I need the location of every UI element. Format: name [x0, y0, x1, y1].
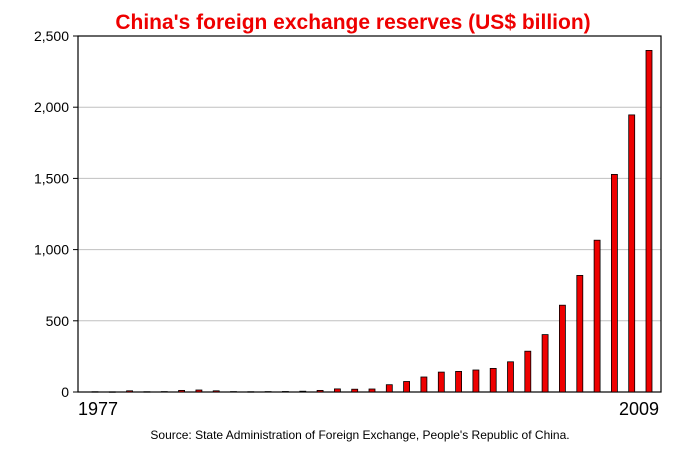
- bar-1980: [143, 391, 151, 393]
- bar-1992: [351, 388, 359, 393]
- bar-2003: [541, 334, 549, 393]
- bar-1983: [195, 389, 203, 393]
- bar-1989: [299, 390, 307, 393]
- bar-2001: [507, 361, 514, 393]
- bar-2000: [489, 367, 497, 393]
- source-note: Source: State Administration of Foreign …: [150, 428, 569, 442]
- chart-title: China's foreign exchange reserves (US$ b…: [115, 11, 590, 34]
- bar-1982: [178, 389, 186, 393]
- bar-1981: [160, 391, 168, 393]
- bar-1985: [230, 391, 237, 393]
- bar-1978: [108, 391, 116, 393]
- bar-1993: [368, 388, 376, 393]
- bar-1998: [455, 370, 463, 393]
- bar-1988: [281, 391, 289, 393]
- x-axis-first-label: 1977: [78, 399, 118, 419]
- plot-frame: [77, 35, 662, 393]
- bar-1996: [420, 376, 428, 393]
- bar-2002: [524, 350, 532, 393]
- y-tick-label: 2,000: [34, 99, 69, 115]
- bar-1995: [403, 381, 411, 393]
- bar-1991: [333, 388, 341, 393]
- bar-1990: [316, 389, 324, 393]
- y-tick-label: 1,500: [34, 170, 69, 186]
- bar-2007: [611, 173, 618, 393]
- y-tick-label: 500: [46, 313, 70, 329]
- y-tick-label: 1,000: [34, 242, 69, 258]
- bar-1987: [264, 391, 272, 393]
- bars: [91, 50, 653, 393]
- bar-1986: [247, 391, 255, 393]
- grid-lines: [78, 106, 661, 322]
- bar-1999: [472, 369, 480, 393]
- bar-2005: [576, 274, 584, 393]
- bar-1994: [385, 384, 393, 393]
- y-axis-ticks: 0 500 1,000 1,500 2,000 2,500: [34, 28, 78, 400]
- bar-1979: [126, 390, 133, 393]
- bar-1977: [91, 391, 99, 393]
- bar-2008: [628, 114, 636, 393]
- y-tick-label: 2,500: [34, 28, 69, 44]
- y-tick-label: 0: [61, 384, 69, 400]
- bar-1984: [212, 390, 220, 393]
- bar-2006: [593, 239, 601, 393]
- bar-1997: [437, 371, 445, 393]
- bar-2004: [559, 304, 566, 393]
- bar-2009: [645, 50, 653, 393]
- x-axis-last-label: 2009: [619, 399, 659, 419]
